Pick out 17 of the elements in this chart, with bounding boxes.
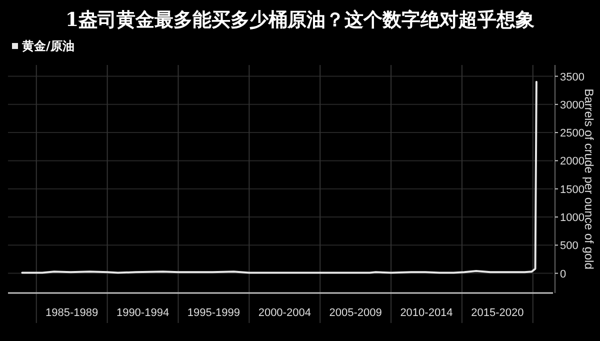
- x-tick-label: 2005-2009: [329, 307, 382, 319]
- x-tick-label: 1995-1999: [187, 307, 240, 319]
- x-tick-label: 2000-2004: [258, 307, 311, 319]
- y-tick-label: 3500: [560, 71, 584, 84]
- x-tick-label: 2010-2014: [400, 307, 453, 319]
- legend-label: 黄金/原油: [21, 39, 74, 53]
- y-tick-label: 2500: [560, 128, 584, 140]
- y-tick-label: 3000: [560, 99, 584, 112]
- x-tick-label: 2015-2020: [471, 307, 524, 319]
- y-tick-label: 0: [560, 268, 566, 280]
- chart-title: 1盎司黄金最多能买多少桶原油？这个数字绝对超乎想象: [65, 9, 535, 31]
- y-tick-label: 500: [560, 240, 578, 252]
- y-tick-label: 1000: [560, 212, 584, 224]
- y-tick-label: 2000: [560, 156, 584, 168]
- x-tick-label: 1985-1989: [46, 307, 98, 319]
- x-tick-label: 1990-1994: [116, 307, 170, 319]
- y-tick-label: 1500: [560, 184, 584, 196]
